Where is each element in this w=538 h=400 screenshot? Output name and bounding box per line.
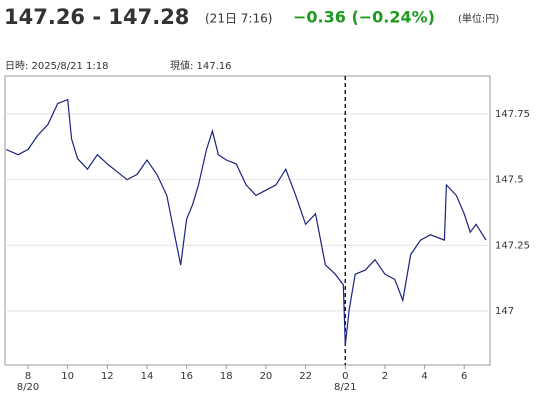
date-label: 8/20 — [17, 382, 39, 393]
date-label: 8/21 — [334, 382, 356, 393]
x-tick-label: 14 — [141, 371, 154, 382]
plot-frame — [4, 75, 491, 366]
cursor-time: 日時: 2025/8/21 1:18 — [5, 60, 108, 72]
x-tick-label: 20 — [260, 371, 273, 382]
y-tick-label: 147.25 — [495, 240, 530, 251]
unit: (単位:円) — [458, 12, 499, 25]
change: −0.36 (−0.24%) — [293, 8, 435, 27]
bid-ask: 147.26 - 147.28 — [4, 5, 189, 29]
x-tick-label: 22 — [299, 371, 312, 382]
x-tick-label: 12 — [101, 371, 114, 382]
y-tick-label: 147 — [495, 306, 514, 317]
cursor-value: 現値: 147.16 — [170, 59, 232, 72]
x-tick-label: 0 — [342, 371, 348, 382]
x-tick-label: 4 — [421, 371, 427, 382]
y-tick-label: 147.75 — [495, 109, 530, 120]
x-tick-label: 16 — [180, 371, 193, 382]
x-tick-label: 2 — [382, 371, 388, 382]
quote-time: (21日 7:16) — [205, 12, 272, 26]
price-line — [5, 98, 487, 346]
y-tick-label: 147.5 — [495, 175, 524, 186]
x-tick-label: 10 — [61, 371, 74, 382]
x-tick-label: 18 — [220, 371, 233, 382]
x-tick-label: 6 — [461, 371, 467, 382]
x-tick-label: 8 — [25, 371, 31, 382]
